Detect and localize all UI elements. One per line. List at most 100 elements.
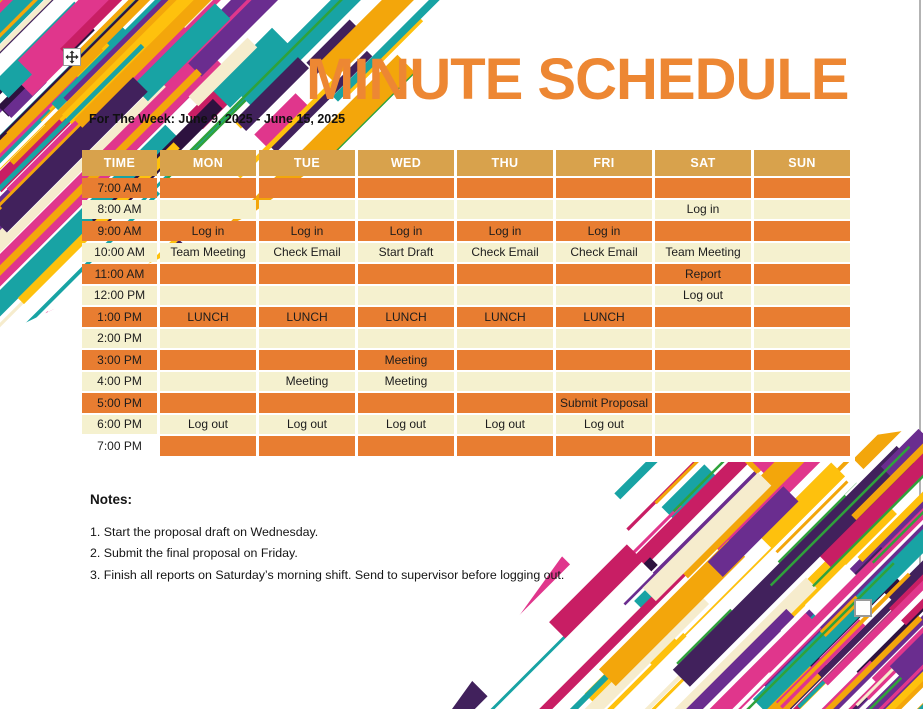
schedule-cell-fri[interactable] bbox=[556, 436, 652, 456]
schedule-cell-mon[interactable] bbox=[160, 371, 256, 391]
schedule-cell-thu[interactable] bbox=[457, 199, 553, 219]
column-header-mon[interactable]: MON bbox=[160, 150, 256, 176]
time-cell[interactable]: 8:00 AM bbox=[82, 199, 157, 219]
schedule-cell-fri[interactable]: Check Email bbox=[556, 242, 652, 262]
schedule-cell-sun[interactable] bbox=[754, 199, 850, 219]
column-header-thu[interactable]: THU bbox=[457, 150, 553, 176]
schedule-cell-mon[interactable]: Log out bbox=[160, 414, 256, 434]
schedule-cell-fri[interactable] bbox=[556, 328, 652, 348]
schedule-cell-thu[interactable] bbox=[457, 393, 553, 413]
time-cell[interactable]: 11:00 AM bbox=[82, 264, 157, 284]
time-cell[interactable]: 3:00 PM bbox=[82, 350, 157, 370]
schedule-cell-wed[interactable]: Meeting bbox=[358, 350, 454, 370]
schedule-cell-sat[interactable] bbox=[655, 414, 751, 434]
schedule-cell-tue[interactable] bbox=[259, 350, 355, 370]
schedule-cell-mon[interactable] bbox=[160, 350, 256, 370]
schedule-cell-sat[interactable] bbox=[655, 393, 751, 413]
schedule-cell-wed[interactable] bbox=[358, 199, 454, 219]
schedule-cell-tue[interactable] bbox=[259, 436, 355, 456]
schedule-cell-sun[interactable] bbox=[754, 393, 850, 413]
schedule-cell-sun[interactable] bbox=[754, 285, 850, 305]
column-header-wed[interactable]: WED bbox=[358, 150, 454, 176]
schedule-cell-wed[interactable]: Meeting bbox=[358, 371, 454, 391]
schedule-cell-sat[interactable]: Log in bbox=[655, 199, 751, 219]
schedule-cell-fri[interactable] bbox=[556, 199, 652, 219]
schedule-cell-tue[interactable] bbox=[259, 285, 355, 305]
schedule-cell-wed[interactable] bbox=[358, 436, 454, 456]
schedule-cell-thu[interactable] bbox=[457, 371, 553, 391]
time-cell[interactable]: 2:00 PM bbox=[82, 328, 157, 348]
schedule-cell-sat[interactable]: Team Meeting bbox=[655, 242, 751, 262]
resize-handle[interactable] bbox=[854, 599, 872, 617]
schedule-cell-sun[interactable] bbox=[754, 264, 850, 284]
schedule-cell-sat[interactable]: Log out bbox=[655, 285, 751, 305]
time-cell[interactable]: 5:00 PM bbox=[82, 393, 157, 413]
schedule-cell-wed[interactable] bbox=[358, 328, 454, 348]
schedule-cell-thu[interactable] bbox=[457, 436, 553, 456]
time-cell[interactable]: 10:00 AM bbox=[82, 242, 157, 262]
schedule-cell-sat[interactable] bbox=[655, 307, 751, 327]
schedule-cell-mon[interactable] bbox=[160, 264, 256, 284]
schedule-cell-thu[interactable] bbox=[457, 178, 553, 198]
time-cell[interactable]: 6:00 PM bbox=[82, 414, 157, 434]
time-cell[interactable]: 1:00 PM bbox=[82, 307, 157, 327]
schedule-cell-fri[interactable]: Log out bbox=[556, 414, 652, 434]
schedule-cell-sun[interactable] bbox=[754, 242, 850, 262]
column-header-sun[interactable]: SUN bbox=[754, 150, 850, 176]
move-handle[interactable] bbox=[63, 48, 81, 66]
schedule-cell-wed[interactable]: Start Draft bbox=[358, 242, 454, 262]
schedule-cell-sat[interactable]: Report bbox=[655, 264, 751, 284]
schedule-cell-sat[interactable] bbox=[655, 178, 751, 198]
schedule-cell-wed[interactable] bbox=[358, 393, 454, 413]
column-header-tue[interactable]: TUE bbox=[259, 150, 355, 176]
schedule-cell-sun[interactable] bbox=[754, 178, 850, 198]
schedule-cell-fri[interactable] bbox=[556, 371, 652, 391]
schedule-cell-thu[interactable]: Log in bbox=[457, 221, 553, 241]
schedule-cell-thu[interactable]: LUNCH bbox=[457, 307, 553, 327]
schedule-cell-sat[interactable] bbox=[655, 221, 751, 241]
schedule-cell-thu[interactable]: Log out bbox=[457, 414, 553, 434]
column-header-sat[interactable]: SAT bbox=[655, 150, 751, 176]
schedule-cell-wed[interactable]: Log in bbox=[358, 221, 454, 241]
schedule-cell-mon[interactable] bbox=[160, 178, 256, 198]
schedule-cell-thu[interactable]: Check Email bbox=[457, 242, 553, 262]
schedule-cell-mon[interactable] bbox=[160, 393, 256, 413]
schedule-cell-sat[interactable] bbox=[655, 328, 751, 348]
schedule-cell-tue[interactable]: Meeting bbox=[259, 371, 355, 391]
schedule-cell-wed[interactable] bbox=[358, 264, 454, 284]
schedule-cell-thu[interactable] bbox=[457, 328, 553, 348]
schedule-cell-sun[interactable] bbox=[754, 221, 850, 241]
time-cell[interactable]: 7:00 PM bbox=[97, 438, 142, 453]
schedule-cell-mon[interactable] bbox=[160, 436, 256, 456]
schedule-cell-thu[interactable] bbox=[457, 264, 553, 284]
schedule-cell-mon[interactable]: Team Meeting bbox=[160, 242, 256, 262]
time-cell[interactable]: 9:00 AM bbox=[82, 221, 157, 241]
schedule-cell-sat[interactable] bbox=[655, 371, 751, 391]
time-cell[interactable]: 7:00 AM bbox=[82, 178, 157, 198]
schedule-cell-tue[interactable] bbox=[259, 199, 355, 219]
schedule-cell-tue[interactable] bbox=[259, 264, 355, 284]
schedule-cell-sun[interactable] bbox=[754, 307, 850, 327]
schedule-cell-wed[interactable]: LUNCH bbox=[358, 307, 454, 327]
schedule-cell-mon[interactable] bbox=[160, 328, 256, 348]
schedule-cell-fri[interactable]: Log in bbox=[556, 221, 652, 241]
schedule-cell-fri[interactable] bbox=[556, 178, 652, 198]
schedule-cell-sun[interactable] bbox=[754, 436, 850, 456]
schedule-cell-thu[interactable] bbox=[457, 350, 553, 370]
column-header-fri[interactable]: FRI bbox=[556, 150, 652, 176]
time-cell[interactable]: 12:00 PM bbox=[82, 285, 157, 305]
schedule-cell-wed[interactable] bbox=[358, 285, 454, 305]
schedule-cell-tue[interactable]: LUNCH bbox=[259, 307, 355, 327]
schedule-cell-tue[interactable] bbox=[259, 393, 355, 413]
schedule-cell-sun[interactable] bbox=[754, 414, 850, 434]
schedule-cell-mon[interactable]: LUNCH bbox=[160, 307, 256, 327]
schedule-cell-tue[interactable] bbox=[259, 178, 355, 198]
schedule-cell-mon[interactable] bbox=[160, 199, 256, 219]
schedule-cell-tue[interactable] bbox=[259, 328, 355, 348]
schedule-cell-tue[interactable]: Log out bbox=[259, 414, 355, 434]
schedule-cell-wed[interactable] bbox=[358, 178, 454, 198]
schedule-cell-tue[interactable]: Log in bbox=[259, 221, 355, 241]
schedule-cell-fri[interactable]: Submit Proposal bbox=[556, 393, 652, 413]
schedule-cell-thu[interactable] bbox=[457, 285, 553, 305]
column-header-time[interactable]: TIME bbox=[82, 150, 157, 176]
